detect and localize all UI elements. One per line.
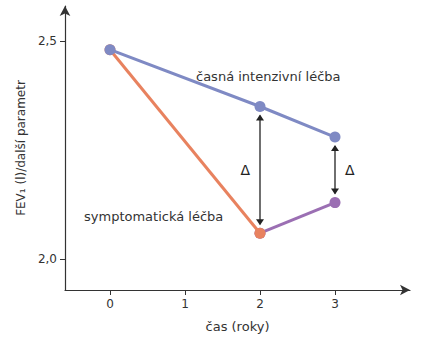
svg-text:Δ: Δ (240, 162, 250, 178)
svg-text:2,0: 2,0 (38, 252, 57, 266)
svg-text:2: 2 (256, 297, 264, 311)
svg-text:symptomatická léčba: symptomatická léčba (84, 209, 223, 224)
svg-text:1: 1 (181, 297, 189, 311)
svg-text:3: 3 (331, 297, 339, 311)
svg-text:Δ: Δ (345, 162, 355, 178)
svg-text:0: 0 (106, 297, 114, 311)
svg-text:časná intenzivní léčba: časná intenzivní léčba (196, 69, 341, 84)
svg-text:čas (roky): čas (roky) (206, 319, 270, 334)
svg-text:FEV₁ (l)/další parametr: FEV₁ (l)/další parametr (14, 80, 28, 216)
svg-text:2,5: 2,5 (38, 34, 57, 48)
